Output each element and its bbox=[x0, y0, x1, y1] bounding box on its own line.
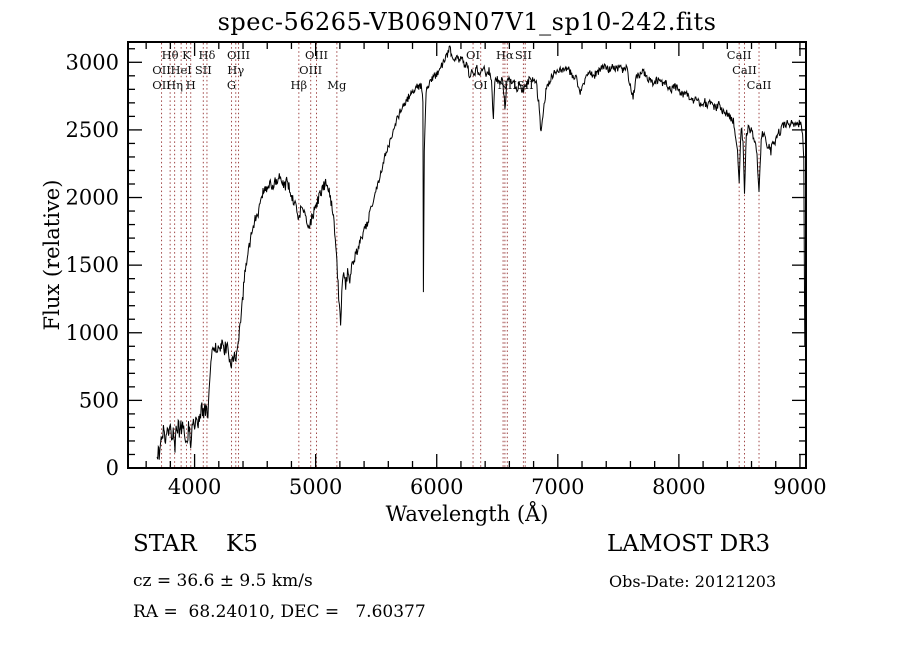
spectral-line-label: Hθ bbox=[162, 48, 179, 62]
spectral-line-label: H bbox=[186, 78, 196, 92]
y-axis-label: Flux (relative) bbox=[40, 179, 64, 331]
spectrum-curve bbox=[156, 45, 806, 460]
spectral-line-label: K bbox=[182, 48, 191, 62]
spectral-line-label: OI bbox=[474, 78, 488, 92]
survey-label: LAMOST DR3 bbox=[607, 531, 771, 557]
spectral-line-label: Hβ bbox=[290, 78, 307, 92]
spectral-line-label: CaII bbox=[732, 63, 757, 77]
spectral-line-label: OII bbox=[152, 78, 171, 92]
spectral-line-label: SII bbox=[515, 48, 532, 62]
x-axis-label: Wavelength (Å) bbox=[385, 502, 549, 526]
x-tick-label: 9000 bbox=[773, 475, 826, 499]
ra-dec-value: RA = 68.24010, DEC = 7.60377 bbox=[133, 602, 426, 622]
x-tick-label: 8000 bbox=[652, 475, 705, 499]
x-tick-label: 7000 bbox=[531, 475, 584, 499]
spectral-line-label: OI bbox=[466, 48, 480, 62]
spectral-line-label: OIII bbox=[299, 63, 322, 77]
spectral-line-markers bbox=[161, 43, 760, 467]
x-tick-label: 6000 bbox=[410, 475, 463, 499]
spectral-line-label: HeI bbox=[170, 63, 191, 77]
y-tick-label: 2000 bbox=[66, 186, 119, 210]
plot-frame bbox=[127, 41, 807, 469]
spectral-line-label: Hη bbox=[166, 78, 183, 92]
plot-title: spec-56265-VB069N07V1_sp10-242.fits bbox=[217, 8, 717, 36]
y-tick-label: 1000 bbox=[66, 321, 119, 345]
spectral-line-label: Hδ bbox=[198, 48, 215, 62]
spectral-line-label: Hα bbox=[496, 48, 514, 62]
y-tick-label: 500 bbox=[79, 388, 119, 412]
spectral-line-label: G bbox=[227, 78, 236, 92]
y-tick-label: 2500 bbox=[66, 118, 119, 142]
spectral-line-label: CaII bbox=[727, 48, 752, 62]
spectral-line-label: OIII bbox=[305, 48, 328, 62]
object-class-label: STAR K5 bbox=[133, 531, 258, 557]
y-tick-label: 1500 bbox=[66, 253, 119, 277]
spectral-line-label: Mg bbox=[327, 78, 347, 92]
axis-ticks: 4000 5000 6000 7000 8000 9000 0 500 1000 1500 2000… bbox=[66, 42, 827, 499]
spectral-line-label: CaII bbox=[747, 78, 772, 92]
obs-date: Obs-Date: 20121203 bbox=[609, 572, 777, 591]
spectral-line-label: SII bbox=[195, 63, 212, 77]
spectral-line-label: OII bbox=[152, 63, 171, 77]
x-tick-label: 4000 bbox=[168, 475, 221, 499]
spectral-line-label: Hγ bbox=[227, 63, 244, 77]
spectral-line-label: OIII bbox=[227, 48, 250, 62]
y-tick-label: 3000 bbox=[66, 50, 119, 74]
cz-value: cz = 36.6 ± 9.5 km/s bbox=[133, 571, 313, 591]
x-tick-label: 5000 bbox=[289, 475, 342, 499]
y-tick-label: 0 bbox=[106, 456, 119, 480]
